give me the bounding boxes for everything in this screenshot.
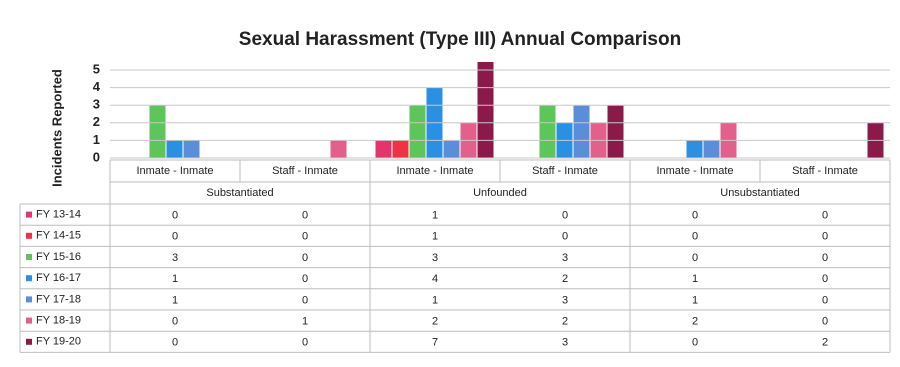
table-cell: 1 [432,294,438,306]
table-cell: 0 [822,210,828,222]
table-cell: 0 [692,210,698,222]
table-cell: 2 [822,337,828,349]
group-label: Unsubstantiated [720,187,800,199]
table-cell: 1 [432,231,438,243]
table-cell: 0 [692,337,698,349]
legend-label: FY 17-18 [36,293,81,305]
bar [573,105,590,158]
table-cell: 2 [562,273,568,285]
bar [409,105,426,158]
table-cell: 4 [432,273,438,285]
table-cell: 3 [562,252,568,264]
x-tick-label: Inmate - Inmate [656,165,733,177]
table-cell: 0 [302,273,308,285]
table-cell: 0 [302,210,308,222]
legend-label: FY 19-20 [36,336,81,348]
table-cell: 0 [562,231,568,243]
bar [477,62,494,158]
table-cell: 2 [432,316,438,328]
table-cell: 2 [692,316,698,328]
legend-label: FY 14-15 [36,230,81,242]
table-cell: 3 [562,294,568,306]
y-tick-label: 0 [93,149,100,164]
bar [149,105,166,158]
table-cell: 0 [302,294,308,306]
group-label: Unfounded [473,187,527,199]
legend-label: FY 13-14 [36,209,81,221]
table-cell: 3 [432,252,438,264]
y-axis-label: Incidents Reported [49,69,64,187]
table-cell: 0 [822,252,828,264]
table-cell: 0 [302,231,308,243]
table-cell: 0 [562,210,568,222]
x-tick-label: Staff - Inmate [792,165,858,177]
group-label: Substantiated [206,187,273,199]
x-tick-label: Staff - Inmate [272,165,338,177]
table-cell: 0 [172,337,178,349]
legend-label: FY 18-19 [36,315,81,327]
legend-label: FY 16-17 [36,272,81,284]
table-cell: 1 [692,273,698,285]
legend-swatch [26,317,32,324]
table-cell: 0 [302,252,308,264]
table-cell: 1 [172,294,178,306]
bar [686,140,703,158]
bar [607,105,624,158]
table-cell: 0 [302,337,308,349]
table-cell: 0 [172,316,178,328]
table-cell: 0 [822,316,828,328]
table-cell: 3 [172,252,178,264]
legend-swatch [26,296,32,303]
bar [443,140,460,158]
bar [330,140,347,158]
bar [703,140,720,158]
table-cell: 1 [302,316,308,328]
legend-swatch [26,211,32,218]
legend-swatch [26,275,32,282]
y-tick-label: 2 [93,114,100,129]
legend-swatch [26,232,32,239]
table-cell: 0 [822,231,828,243]
table-cell: 0 [172,231,178,243]
y-tick-label: 3 [93,97,100,112]
bar [375,140,392,158]
table-cell: 1 [172,273,178,285]
y-tick-label: 5 [93,61,100,76]
table-cell: 0 [172,210,178,222]
bar [183,140,200,158]
y-tick-label: 4 [93,79,101,94]
table-cell: 0 [822,294,828,306]
legend-label: FY 15-16 [36,251,81,263]
bar [539,105,556,158]
chart-title: Sexual Harassment (Type III) Annual Comp… [239,29,681,50]
table-cell: 3 [562,337,568,349]
y-tick-label: 1 [93,132,100,147]
table-cell: 1 [692,294,698,306]
x-tick-label: Inmate - Inmate [396,165,473,177]
table-cell: 1 [432,210,438,222]
x-tick-label: Staff - Inmate [532,165,598,177]
table-cell: 0 [822,273,828,285]
table-cell: 2 [562,316,568,328]
legend-swatch [26,254,32,260]
table-cell: 0 [692,252,698,264]
legend-swatch [26,338,32,345]
table-cell: 0 [692,231,698,243]
x-tick-label: Inmate - Inmate [136,165,213,177]
table-cell: 7 [432,337,438,349]
bars [149,62,884,158]
bar [166,140,183,158]
bar [392,140,409,158]
